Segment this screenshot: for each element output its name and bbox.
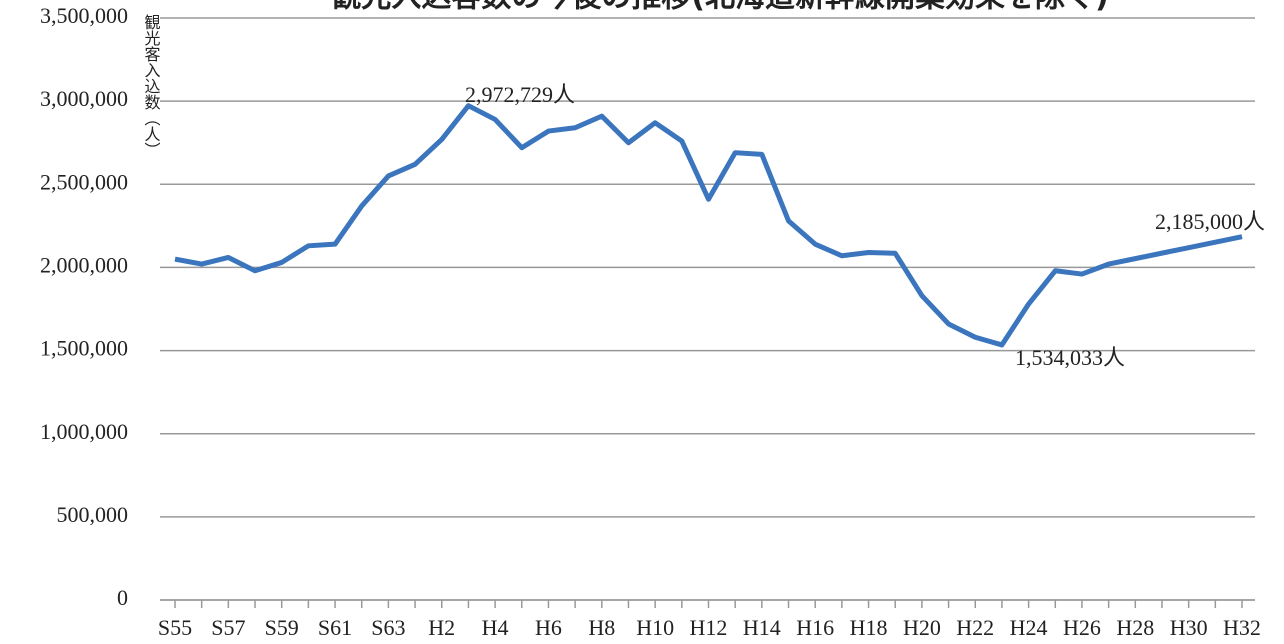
y-tick-label: 1,500,000: [40, 336, 128, 361]
x-tick-label: S61: [318, 615, 352, 640]
x-tick-label: H30: [1170, 615, 1208, 640]
x-tick-label: S59: [265, 615, 299, 640]
x-tick-label: S57: [211, 615, 245, 640]
y-tick-label: 500,000: [57, 502, 129, 527]
y-tick-label: 3,000,000: [40, 86, 128, 111]
annotation: 2,185,000人: [1155, 209, 1265, 234]
x-tick-label: H4: [482, 615, 509, 640]
x-tick-label: H16: [796, 615, 834, 640]
y-tick-label: 2,500,000: [40, 169, 128, 194]
x-tick-label: S63: [371, 615, 405, 640]
x-tick-label: H32: [1223, 615, 1261, 640]
y-tick-label: 3,500,000: [40, 3, 128, 28]
x-tick-label: H12: [690, 615, 728, 640]
y-tick-label: 0: [117, 585, 128, 610]
x-tick-label: H10: [636, 615, 674, 640]
x-tick-label: H14: [743, 615, 781, 640]
x-tick-label: H8: [588, 615, 615, 640]
y-axis-label: 観光客入込数（人）: [142, 14, 161, 158]
x-tick-label: H20: [903, 615, 941, 640]
chart-title: 観光入込客数の今後の推移(北海道新幹線開業効果を除く): [331, 0, 1108, 15]
x-tick-label: H22: [956, 615, 994, 640]
y-tick-label: 2,000,000: [40, 252, 128, 277]
x-tick-label: H2: [428, 615, 455, 640]
x-tick-label: H18: [850, 615, 888, 640]
x-tick-label: S55: [158, 615, 192, 640]
x-tick-label: H28: [1116, 615, 1154, 640]
annotation: 1,534,033人: [1015, 345, 1125, 370]
x-tick-label: H24: [1010, 615, 1048, 640]
annotation: 2,972,729人: [465, 82, 575, 107]
y-tick-label: 1,000,000: [40, 419, 128, 444]
line: [174, 103, 1243, 348]
x-tick-label: H26: [1063, 615, 1101, 640]
x-tick-label: H6: [535, 615, 562, 640]
